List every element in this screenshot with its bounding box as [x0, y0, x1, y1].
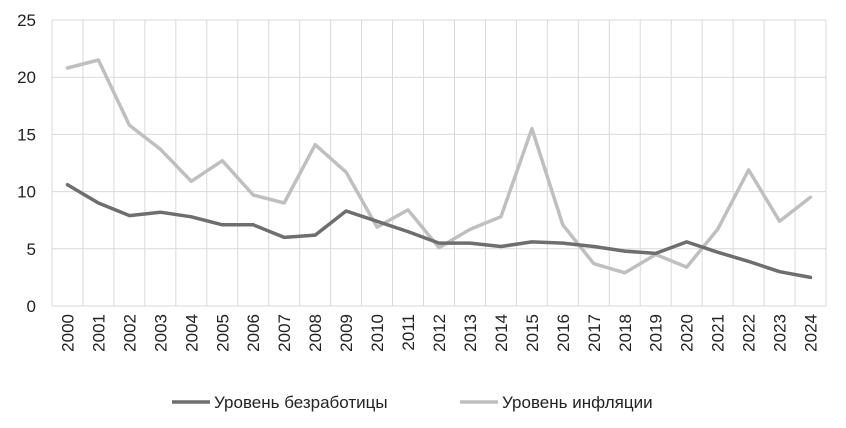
- x-tick-label: 2011: [399, 314, 418, 351]
- y-tick-label: 15: [17, 125, 36, 144]
- gridlines: [51, 19, 827, 307]
- x-tick-label: 2016: [554, 314, 573, 352]
- series-line-1: [65, 58, 813, 275]
- x-tick-label: 2007: [275, 314, 294, 352]
- x-tick-label: 2015: [523, 314, 542, 352]
- x-tick-label: 2009: [337, 314, 356, 352]
- y-tick-label: 10: [17, 183, 36, 202]
- x-tick-label: 2002: [120, 314, 139, 352]
- x-tick-label: 2022: [740, 314, 759, 352]
- x-tick-label: 2010: [368, 314, 387, 352]
- y-tick-label: 20: [17, 68, 36, 87]
- x-tick-label: 2019: [647, 314, 666, 352]
- x-tick-label: 2004: [182, 314, 201, 352]
- series-line-0: [65, 182, 813, 280]
- x-tick-label: 2014: [492, 314, 511, 352]
- x-tick-label: 2006: [244, 314, 263, 352]
- x-tick-label: 2008: [306, 314, 325, 352]
- legend-label-0: Уровень безработицы: [214, 393, 388, 412]
- x-tick-label: 2024: [802, 314, 821, 352]
- y-tick-label: 25: [17, 11, 36, 30]
- y-axis-ticks: 0 5 10 15 20 25: [17, 11, 36, 316]
- x-tick-label: 2000: [58, 314, 77, 352]
- x-tick-label: 2018: [616, 314, 635, 352]
- x-tick-label: 2020: [678, 314, 697, 352]
- x-tick-label: 2005: [213, 314, 232, 352]
- x-axis-ticks: 2000 2001 2002 2003 2004 2005 2006 2007 2008 2009…: [58, 314, 820, 352]
- x-tick-label: 2023: [771, 314, 790, 352]
- x-tick-label: 2021: [709, 314, 728, 352]
- series-lines: [65, 58, 813, 280]
- x-tick-label: 2003: [151, 314, 170, 352]
- y-tick-label: 0: [27, 297, 36, 316]
- x-tick-label: 2017: [585, 314, 604, 352]
- x-tick-label: 2012: [430, 314, 449, 352]
- x-tick-label: 2001: [89, 314, 108, 352]
- x-tick-label: 2013: [461, 314, 480, 352]
- y-tick-label: 5: [27, 240, 36, 259]
- legend-label-1: Уровень инфляции: [502, 393, 653, 412]
- legend: Уровень безработицы Уровень инфляции: [172, 393, 653, 412]
